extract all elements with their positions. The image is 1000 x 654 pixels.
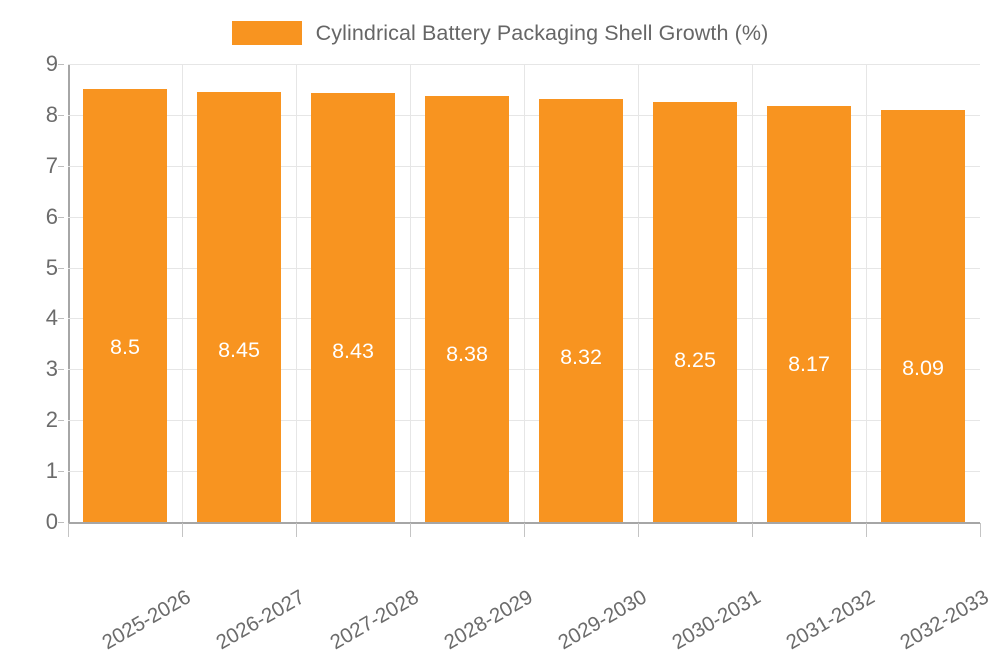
x-axis-tick-mark: [752, 523, 753, 537]
x-axis-tick-mark: [410, 523, 411, 537]
bar-value-label: 8.45: [218, 338, 260, 362]
bar[interactable]: 8.09: [881, 110, 965, 522]
plot-area: 8.5 8.45 8.43 8.38 8.32 8.25 8.17 8.09: [68, 64, 980, 524]
chart-legend: Cylindrical Battery Packaging Shell Grow…: [0, 14, 1000, 52]
y-axis-tick-labels: 0 1 2 3 4 5 6 7 8 9: [0, 53, 64, 533]
y-axis-tick-label: 1: [45, 458, 58, 484]
x-axis-tick-label: 2027-2028: [326, 585, 423, 654]
gridline-vertical: [182, 64, 183, 522]
gridline-vertical: [410, 64, 411, 522]
y-axis-tick-mark: [58, 64, 64, 65]
bar-value-label: 8.5: [110, 335, 140, 360]
bar-value-label: 8.43: [332, 339, 374, 364]
bar[interactable]: 8.45: [197, 92, 281, 522]
y-axis-tick-mark: [58, 522, 64, 523]
y-axis-tick-mark: [58, 369, 64, 371]
x-axis-tick-mark: [182, 523, 183, 537]
gridline-vertical: [296, 64, 297, 522]
bar-chart: Cylindrical Battery Packaging Shell Grow…: [0, 14, 1000, 654]
bar[interactable]: 8.25: [653, 102, 737, 522]
gridline-vertical: [866, 64, 867, 522]
legend-label: Cylindrical Battery Packaging Shell Grow…: [315, 20, 769, 45]
bar[interactable]: 8.5: [83, 89, 167, 522]
x-axis-tick-mark: [296, 523, 297, 537]
x-axis-tick-mark: [68, 523, 69, 537]
y-axis-tick-label: 8: [45, 101, 58, 127]
bar-value-label: 8.17: [788, 352, 830, 377]
y-axis-tick-mark: [58, 267, 64, 269]
y-axis-tick-label: 5: [45, 254, 58, 280]
y-axis-tick-label: 2: [45, 407, 58, 433]
y-axis-tick-mark: [58, 471, 64, 473]
x-axis-tick-mark: [866, 523, 867, 537]
gridline-vertical: [752, 64, 753, 522]
x-axis-tick-label: 2028-2029: [440, 585, 537, 654]
bar-value-label: 8.09: [902, 356, 944, 381]
gridline-vertical: [524, 64, 525, 522]
legend-color-swatch: [231, 21, 302, 45]
x-axis-tick-mark: [980, 523, 981, 537]
y-axis-tick-label: 6: [45, 203, 58, 229]
bar[interactable]: 8.17: [767, 106, 851, 522]
x-axis-tick-label: 2030-2031: [668, 585, 765, 654]
y-axis-tick-mark: [58, 114, 64, 116]
bar[interactable]: 8.43: [311, 93, 395, 522]
bar-value-label: 8.25: [674, 348, 716, 373]
y-axis-tick-label: 3: [45, 356, 58, 382]
y-axis-tick-mark: [58, 420, 64, 422]
y-axis-tick-mark: [58, 216, 64, 218]
x-axis-tick-label: 2026-2027: [212, 585, 309, 654]
bar[interactable]: 8.38: [425, 95, 509, 522]
x-axis-tick-label: 2029-2030: [554, 585, 651, 654]
x-axis-tick-label: 2032-2033: [896, 585, 993, 654]
y-axis-tick-label: 9: [45, 51, 58, 76]
x-axis-tick-label: 2025-2026: [98, 585, 195, 654]
y-axis-line: [68, 64, 70, 523]
bar-value-label: 8.38: [446, 341, 488, 366]
y-axis-tick-mark: [58, 165, 64, 167]
x-axis-tick-mark: [524, 523, 525, 537]
y-axis-tick-label: 4: [45, 305, 58, 331]
bar-value-label: 8.32: [560, 344, 602, 369]
bar[interactable]: 8.32: [539, 98, 623, 522]
y-axis-tick-mark: [58, 318, 64, 320]
x-axis-tick-label: 2031-2032: [782, 585, 879, 654]
y-axis-tick-label: 7: [45, 152, 58, 178]
y-axis-tick-label: 0: [45, 509, 58, 534]
x-axis-tick-mark: [638, 523, 639, 537]
gridline-vertical: [638, 64, 639, 522]
